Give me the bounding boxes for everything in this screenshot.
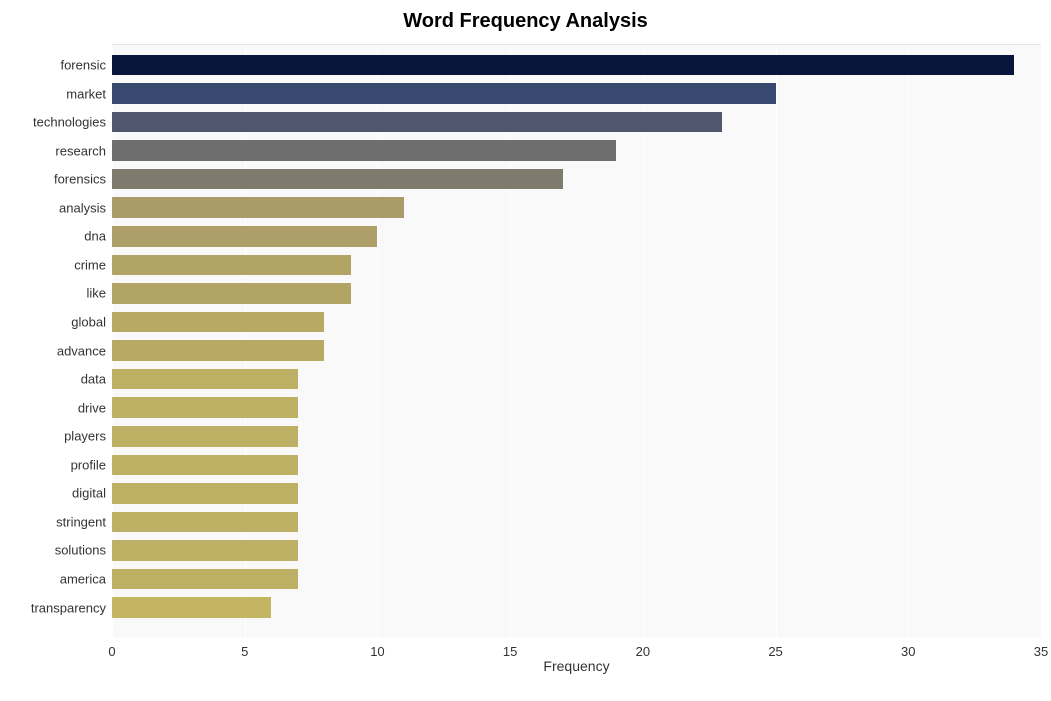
bar — [112, 397, 298, 418]
bar-row — [112, 483, 1041, 504]
bar — [112, 83, 776, 104]
x-tick-label: 35 — [1034, 638, 1048, 659]
bar — [112, 140, 616, 161]
bar — [112, 340, 324, 361]
y-tick-label: forensic — [60, 57, 112, 72]
y-tick-label: digital — [72, 486, 112, 501]
bar — [112, 197, 404, 218]
bar-row — [112, 140, 1041, 161]
y-tick-label: research — [55, 143, 112, 158]
x-tick-label: 15 — [503, 638, 517, 659]
bar — [112, 169, 563, 190]
bar-row — [112, 169, 1041, 190]
y-tick-label: profile — [71, 457, 112, 472]
y-tick-label: drive — [78, 400, 112, 415]
y-tick-label: technologies — [33, 115, 112, 130]
x-tick-label: 30 — [901, 638, 915, 659]
x-tick-label: 0 — [108, 638, 115, 659]
y-tick-label: forensics — [54, 172, 112, 187]
bar-row — [112, 197, 1041, 218]
grid-line — [1041, 45, 1042, 638]
bar-row — [112, 597, 1041, 618]
bar — [112, 369, 298, 390]
bar — [112, 55, 1014, 76]
bar-row — [112, 512, 1041, 533]
bar-row — [112, 455, 1041, 476]
bar — [112, 597, 271, 618]
y-tick-label: like — [86, 286, 112, 301]
x-tick-label: 5 — [241, 638, 248, 659]
y-tick-label: crime — [74, 257, 112, 272]
bar-row — [112, 569, 1041, 590]
y-tick-label: data — [81, 372, 112, 387]
bar — [112, 312, 324, 333]
x-tick-label: 20 — [636, 638, 650, 659]
bar — [112, 112, 722, 133]
bar — [112, 512, 298, 533]
y-tick-label: stringent — [56, 514, 112, 529]
x-tick-label: 10 — [370, 638, 384, 659]
y-tick-label: global — [71, 315, 112, 330]
plot-area: 05101520253035forensicmarkettechnologies… — [112, 44, 1041, 638]
bar — [112, 255, 351, 276]
y-tick-label: players — [64, 429, 112, 444]
x-axis-title: Frequency — [112, 658, 1041, 674]
y-tick-label: analysis — [59, 200, 112, 215]
bar-row — [112, 369, 1041, 390]
bar — [112, 455, 298, 476]
bar-row — [112, 397, 1041, 418]
bar-row — [112, 540, 1041, 561]
bar-row — [112, 312, 1041, 333]
bar-row — [112, 112, 1041, 133]
bar-row — [112, 255, 1041, 276]
bar-row — [112, 55, 1041, 76]
bar-row — [112, 226, 1041, 247]
bar — [112, 569, 298, 590]
y-tick-label: dna — [84, 229, 112, 244]
bar — [112, 540, 298, 561]
y-tick-label: america — [60, 572, 112, 587]
bar-row — [112, 426, 1041, 447]
bar — [112, 226, 377, 247]
x-tick-label: 25 — [768, 638, 782, 659]
bar — [112, 426, 298, 447]
bar-row — [112, 283, 1041, 304]
y-tick-label: solutions — [55, 543, 112, 558]
bar-row — [112, 340, 1041, 361]
y-tick-label: transparency — [31, 600, 112, 615]
bar-row — [112, 83, 1041, 104]
bar — [112, 283, 351, 304]
y-tick-label: advance — [57, 343, 112, 358]
bar — [112, 483, 298, 504]
word-frequency-chart: Word Frequency Analysis 05101520253035fo… — [0, 0, 1051, 701]
chart-title: Word Frequency Analysis — [0, 10, 1051, 33]
y-tick-label: market — [66, 86, 112, 101]
